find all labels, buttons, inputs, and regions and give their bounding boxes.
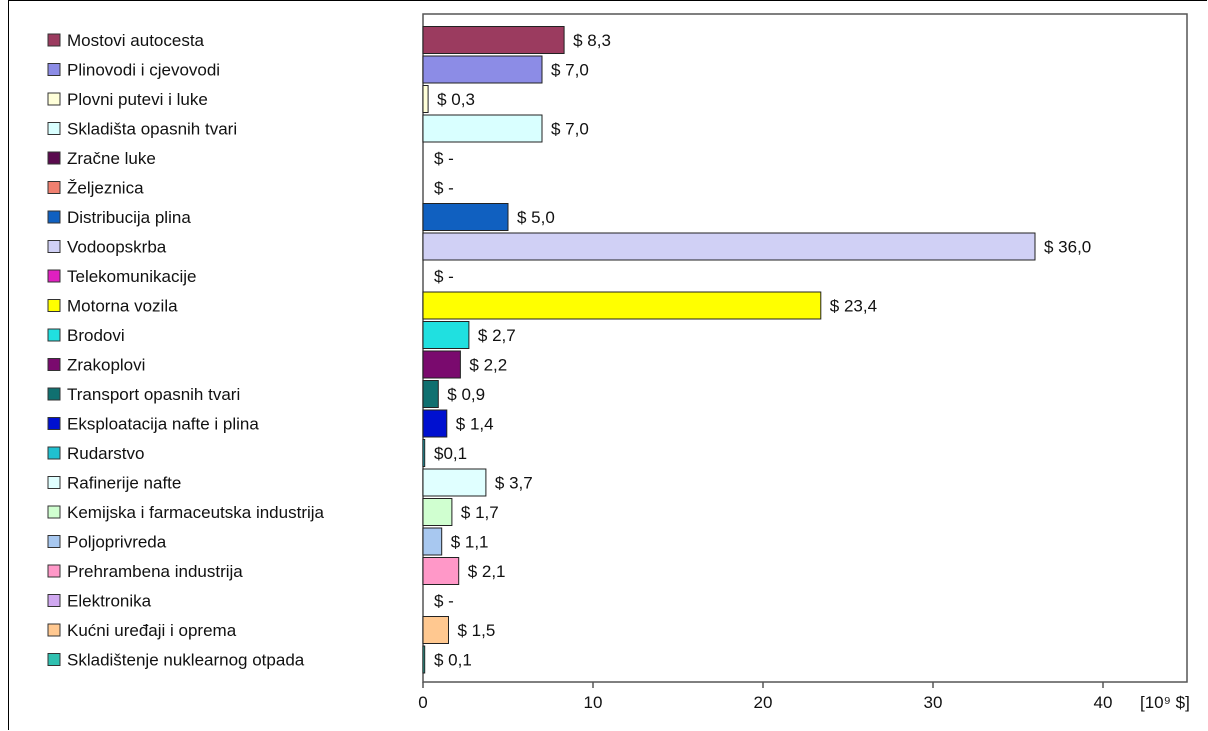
bar-value-label: $ 1,1 (451, 533, 489, 552)
legend-swatch (47, 181, 61, 194)
legend-item-label: Kemijska i farmaceutska industrija (67, 503, 325, 522)
legend-item-label: Transport opasnih tvari (67, 385, 240, 404)
chart-frame (8, 0, 1207, 730)
legend-swatch (47, 92, 61, 106)
x-axis: 0 10 20 30 40 (418, 682, 1112, 712)
bar-value-label: $ - (434, 592, 454, 611)
bar-value-label: $ 23,4 (830, 297, 877, 316)
plot-area: $ 8,3 $ 7,0 $ 0,3 $ 7,0 $ - $ - $ 5,0 $ 36,0 $ -… (422, 13, 1188, 683)
legend-swatch (47, 505, 61, 519)
legend-item-label: Zračne luke (67, 149, 156, 168)
bar-value-label: $ - (434, 267, 454, 286)
legend-swatch (47, 269, 61, 283)
legend-swatch (47, 653, 61, 666)
legend-swatch (47, 151, 61, 165)
x-tick-label: 20 (754, 693, 773, 712)
plot-border (422, 13, 1188, 683)
bar (422, 439, 426, 467)
x-tick-label: 30 (924, 693, 943, 712)
bar (422, 557, 460, 585)
bar-value-label: $ 0,1 (434, 651, 472, 670)
bar-value-label: $ - (434, 179, 454, 198)
legend-swatch (47, 476, 61, 489)
bar (422, 26, 565, 54)
legend-swatch (47, 33, 61, 47)
legend: Mostovi autocesta Plinovodi i cjevovodi Pl… (47, 31, 325, 670)
legend-swatch (47, 210, 61, 224)
bar (422, 409, 448, 438)
bar-value-label: $ 1,5 (458, 621, 496, 640)
bar (422, 203, 509, 231)
legend-swatch (47, 417, 61, 430)
legend-item-label: Kućni uređaji i oprema (67, 621, 237, 640)
legend-item-label: Poljoprivreda (67, 533, 167, 552)
legend-swatch (47, 328, 61, 342)
legend-item-label: Plinovodi i cjevovodi (67, 61, 220, 80)
bar-value-label: $ 1,4 (456, 415, 494, 434)
legend-item-label: Telekomunikacije (67, 267, 196, 286)
bar-value-label: $ 7,0 (551, 61, 589, 80)
bar (422, 55, 543, 84)
legend-item-label: Skladišta opasnih tvari (67, 120, 237, 139)
bar (422, 527, 443, 556)
bar (422, 114, 543, 143)
legend-swatch (47, 387, 61, 401)
bar (422, 616, 449, 644)
legend-swatch (47, 623, 61, 637)
bar-value-label: $ 0,3 (437, 90, 475, 109)
bar (422, 380, 439, 408)
bar-value-label: $ 2,1 (468, 562, 506, 581)
legend-item-label: Distribucija plina (67, 208, 191, 227)
bar (422, 468, 487, 497)
bar-value-label: $ 2,2 (469, 356, 507, 375)
legend-swatch (47, 358, 61, 371)
bar (422, 498, 453, 526)
legend-swatch (47, 240, 61, 253)
legend-swatch (47, 446, 61, 460)
bar-value-label: $ 1,7 (461, 503, 499, 522)
bar-value-label: $ 7,0 (551, 120, 589, 139)
bar (422, 350, 461, 379)
bar-value-label: $ 8,3 (573, 31, 611, 50)
legend-item-label: Elektronika (67, 592, 152, 611)
legend-item-label: Željeznica (67, 179, 144, 198)
bar-value-label: $ 36,0 (1044, 238, 1091, 257)
bar (422, 645, 426, 674)
legend-swatch (47, 564, 61, 578)
legend-item-label: Rudarstvo (67, 444, 144, 463)
legend-item-label: Prehrambena industrija (67, 562, 243, 581)
bar-value-label: $ - (434, 149, 454, 168)
x-axis-label: [10⁹ $] (1140, 693, 1190, 712)
legend-swatch (47, 63, 61, 76)
bar-value-label: $0,1 (434, 444, 467, 463)
legend-item-label: Rafinerije nafte (67, 474, 181, 493)
x-tick-label: 10 (584, 693, 603, 712)
legend-item-label: Brodovi (67, 326, 125, 345)
legend-item-label: Mostovi autocesta (67, 31, 205, 50)
legend-item-label: Motorna vozila (67, 297, 178, 316)
legend-item-label: Plovni putevi i luke (67, 90, 208, 109)
legend-swatch (47, 535, 61, 548)
bar (422, 85, 429, 113)
legend-item-label: Zrakoplovi (67, 356, 145, 375)
legend-item-label: Eksploatacija nafte i plina (67, 415, 259, 434)
legend-swatch (47, 594, 61, 607)
bar-value-label: $ 5,0 (517, 208, 555, 227)
bar (422, 321, 470, 349)
bar-value-label: $ 0,9 (447, 385, 485, 404)
bar (422, 291, 822, 320)
x-tick-label: 40 (1094, 693, 1113, 712)
legend-item-label: Vodoopskrba (67, 238, 167, 257)
bar-value-label: $ 2,7 (478, 326, 516, 345)
legend-item-label: Skladištenje nuklearnog otpada (67, 651, 305, 670)
bar-value-label: $ 3,7 (495, 474, 533, 493)
bar (422, 232, 1036, 261)
legend-swatch (47, 299, 61, 312)
legend-swatch (47, 122, 61, 135)
x-tick-label: 0 (418, 693, 427, 712)
